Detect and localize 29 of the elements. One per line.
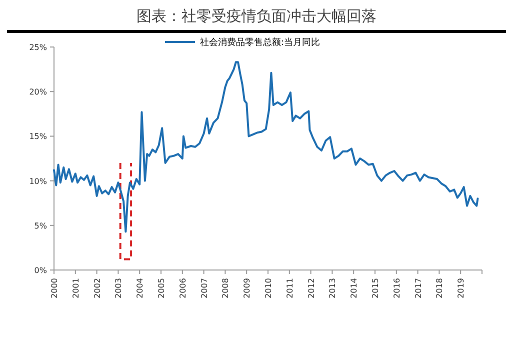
y-tick-label: 25% bbox=[29, 43, 48, 52]
x-tick-label: 2015 bbox=[371, 278, 380, 298]
x-tick-label: 2010 bbox=[264, 278, 273, 298]
y-tick-label: 10% bbox=[29, 176, 48, 186]
x-tick-label: 2003 bbox=[114, 278, 124, 298]
x-tick-label: 2004 bbox=[136, 278, 145, 298]
x-tick-label: 2008 bbox=[221, 278, 230, 298]
y-tick-label: 15% bbox=[29, 132, 48, 142]
chart-title: 图表：社零受疫情负面冲击大幅回落 bbox=[136, 7, 376, 25]
x-tick-label: 2002 bbox=[92, 278, 102, 298]
x-tick-label: 2016 bbox=[392, 278, 402, 298]
x-tick-label: 2005 bbox=[157, 278, 166, 298]
legend: 社会消费品零售总额:当月同比 bbox=[165, 38, 320, 48]
x-tick-label: 2000 bbox=[50, 278, 59, 298]
y-tick-label: 20% bbox=[29, 88, 48, 97]
legend-label: 社会消费品零售总额:当月同比 bbox=[200, 37, 320, 48]
x-tick-label: 2011 bbox=[285, 278, 294, 298]
y-tick-label: 5% bbox=[34, 221, 48, 230]
x-tick-label: 2007 bbox=[200, 278, 209, 298]
x-tick-label: 2018 bbox=[435, 278, 444, 298]
x-tick-label: 2013 bbox=[328, 278, 338, 298]
x-tick-label: 2012 bbox=[306, 278, 316, 298]
x-tick-label: 2019 bbox=[456, 278, 466, 298]
y-tick-label: 0% bbox=[34, 266, 48, 275]
x-tick-label: 2014 bbox=[350, 278, 359, 298]
x-tick-label: 2001 bbox=[71, 278, 80, 298]
x-tick-label: 2006 bbox=[178, 278, 188, 298]
x-tick-label: 2017 bbox=[414, 278, 423, 298]
x-tick-label: 2009 bbox=[242, 278, 252, 298]
